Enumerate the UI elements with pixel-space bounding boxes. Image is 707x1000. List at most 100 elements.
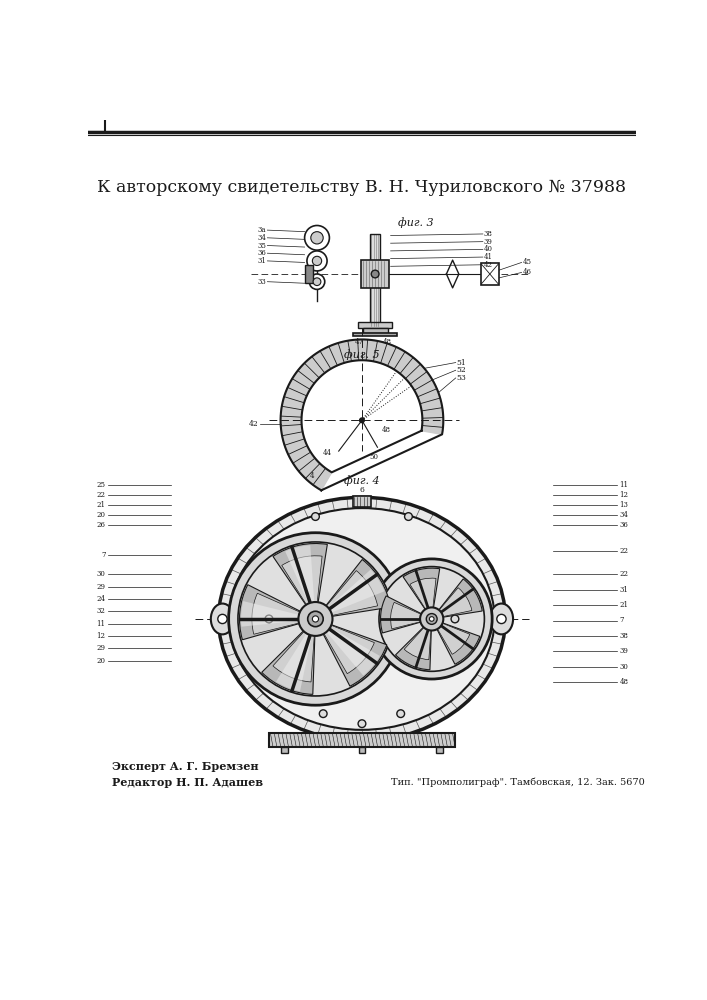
Text: 24: 24 [96,595,105,603]
Wedge shape [432,619,480,664]
Text: 11: 11 [96,620,105,628]
Text: 34: 34 [258,234,267,242]
Wedge shape [273,544,327,619]
Wedge shape [315,619,375,674]
Text: 12: 12 [619,491,629,499]
Text: 30: 30 [97,570,105,578]
Text: 53: 53 [457,374,467,382]
Circle shape [360,418,364,423]
Bar [353,496,371,507]
Circle shape [305,225,329,250]
Text: 50: 50 [369,453,378,461]
Wedge shape [276,619,315,691]
Ellipse shape [218,497,506,741]
Text: 36: 36 [258,249,267,257]
Text: 34: 34 [619,511,628,519]
Wedge shape [395,619,432,670]
Text: 42: 42 [484,261,493,269]
Circle shape [451,615,459,623]
Polygon shape [281,339,443,490]
Text: фиг. 4: фиг. 4 [344,475,380,486]
Bar [281,747,288,753]
Wedge shape [380,596,432,633]
Text: 3a: 3a [258,226,267,234]
Text: 48: 48 [619,678,629,686]
Text: 42: 42 [249,420,259,428]
Text: Редактор Н. П. Адашев: Редактор Н. П. Адашев [112,777,263,788]
Text: 20: 20 [96,511,105,519]
Circle shape [371,559,492,679]
Wedge shape [391,602,432,629]
Circle shape [397,710,404,718]
Wedge shape [403,568,440,619]
Wedge shape [432,588,472,619]
Text: 22: 22 [619,547,629,555]
Wedge shape [315,619,387,686]
Circle shape [309,274,325,289]
Text: 41: 41 [484,253,493,261]
Text: 21: 21 [96,501,105,509]
Wedge shape [252,593,315,634]
Text: 6: 6 [360,486,364,494]
Bar [481,263,499,285]
Text: 38: 38 [619,632,628,640]
Text: 48: 48 [382,338,391,346]
Bar [436,747,443,753]
Text: 11: 11 [619,481,629,489]
Circle shape [311,232,323,244]
Ellipse shape [490,604,513,634]
Text: 51: 51 [457,359,466,367]
Text: К авторскому свидетельству В. Н. Чуриловского № 37988: К авторскому свидетельству В. Н. Чурилов… [98,179,626,196]
Bar [358,322,392,328]
Wedge shape [240,585,315,640]
Circle shape [429,617,434,621]
Text: 40: 40 [484,245,493,253]
Bar [370,234,380,326]
Text: 48: 48 [381,426,390,434]
Wedge shape [241,601,315,627]
Wedge shape [282,556,322,619]
Text: 21: 21 [619,601,629,609]
Text: Тип. "Промполиграф". Тамбовская, 12. Зак. 5670: Тип. "Промполиграф". Тамбовская, 12. Зак… [391,777,644,787]
Text: фиг. 5: фиг. 5 [344,349,380,360]
Bar [363,328,387,333]
Bar [269,733,455,747]
Text: 35: 35 [258,242,267,250]
Wedge shape [262,619,315,694]
Text: 30: 30 [619,663,628,671]
Circle shape [307,251,327,271]
Circle shape [238,542,393,696]
Circle shape [265,615,273,623]
Text: 25: 25 [96,481,105,489]
Circle shape [404,513,412,520]
Wedge shape [410,578,436,619]
Circle shape [312,256,322,266]
Circle shape [312,616,319,622]
Text: 31: 31 [258,257,267,265]
Bar [361,260,389,288]
Wedge shape [285,545,315,619]
Text: 20: 20 [96,657,105,665]
Text: 33: 33 [258,278,267,286]
Wedge shape [315,571,378,619]
Text: 36: 36 [619,521,628,529]
Circle shape [371,270,379,278]
Bar [354,333,397,336]
Text: 32: 32 [97,607,105,615]
Ellipse shape [230,508,494,730]
Circle shape [420,607,443,631]
Text: 29: 29 [96,644,105,652]
Circle shape [298,602,332,636]
Bar [305,265,313,283]
Text: 29: 29 [96,583,105,591]
Text: 22: 22 [96,491,105,499]
Circle shape [313,278,321,286]
Circle shape [497,614,506,624]
Wedge shape [404,619,432,660]
Text: 22: 22 [619,570,629,578]
Wedge shape [315,559,390,619]
Text: фиг. 3: фиг. 3 [398,217,434,228]
Text: 47: 47 [355,338,364,346]
Text: 31: 31 [619,586,628,594]
Circle shape [379,567,484,671]
